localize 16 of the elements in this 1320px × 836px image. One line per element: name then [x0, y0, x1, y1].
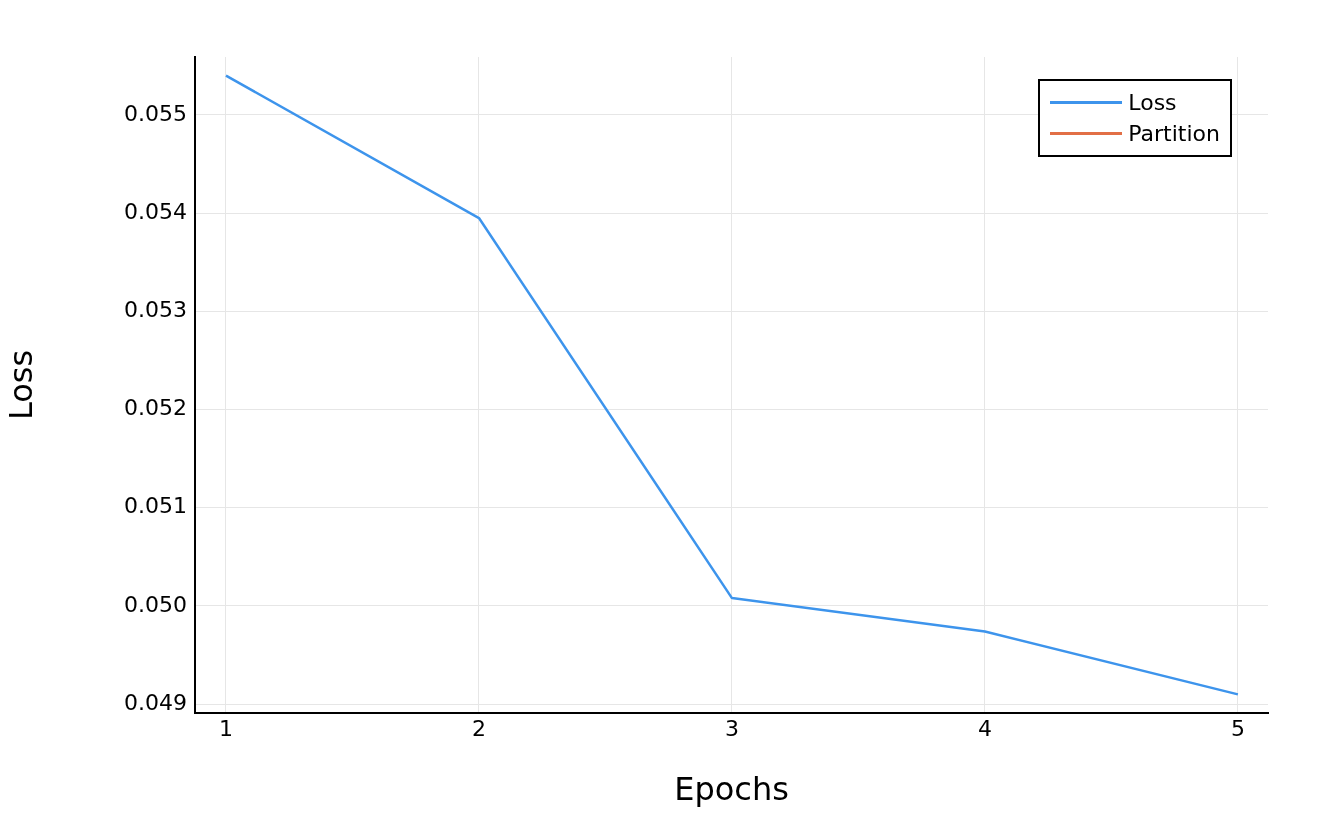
y-tick-label: 0.050 — [124, 591, 187, 617]
legend-label: Partition — [1128, 120, 1220, 148]
x-tick-label: 4 — [977, 715, 992, 741]
x-tick-label: 2 — [471, 715, 486, 741]
y-tick-label: 0.049 — [124, 689, 187, 715]
y-tick-label: 0.054 — [124, 198, 187, 224]
x-axis-title: Epochs — [674, 770, 789, 809]
x-tick-label: 5 — [1230, 715, 1245, 741]
y-tick-label: 0.051 — [124, 493, 187, 519]
x-tick-label: 1 — [218, 715, 233, 741]
y-tick-label: 0.053 — [124, 297, 187, 323]
x-tick-label: 3 — [724, 715, 739, 741]
legend-label: Loss — [1128, 89, 1177, 117]
y-axis-title: Loss — [1, 349, 40, 421]
y-tick-label: 0.055 — [124, 100, 187, 126]
y-tick-label: 0.052 — [124, 395, 187, 421]
